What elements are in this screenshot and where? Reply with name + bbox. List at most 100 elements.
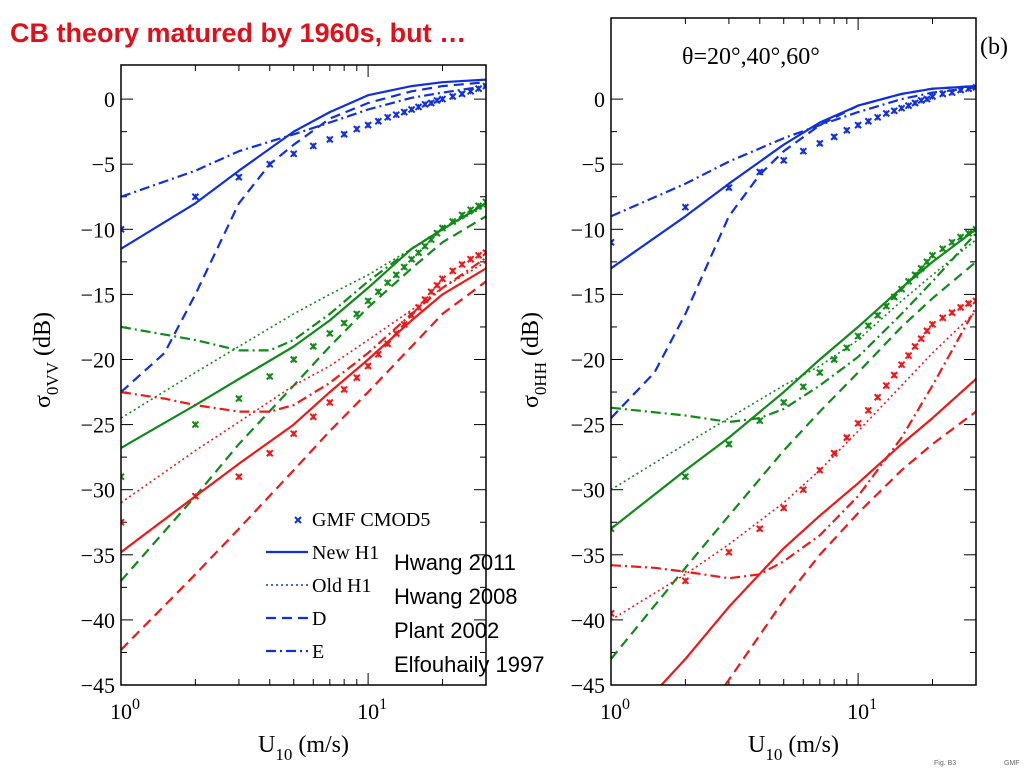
y-tick-label: 0 [594, 87, 605, 112]
data-point [235, 394, 243, 403]
data-point [956, 303, 965, 312]
y-tick-label: −30 [571, 478, 605, 503]
data-point [121, 225, 125, 234]
data-point [407, 255, 416, 263]
data-point [854, 332, 862, 340]
data-point [948, 238, 956, 247]
data-point [449, 217, 457, 226]
annotation-hwang-2011: Hwang 2011 [394, 550, 516, 575]
data-point [956, 233, 965, 241]
data-point [458, 211, 466, 219]
data-point [449, 92, 457, 101]
x-tick-label: 101 [357, 696, 387, 724]
data-point [326, 329, 334, 338]
data-point [928, 251, 937, 260]
data-point [972, 225, 976, 234]
data-point [235, 472, 243, 481]
data-point [191, 193, 200, 201]
data-point [948, 88, 956, 97]
data-point [482, 82, 486, 90]
data-point [830, 133, 838, 141]
data-point [474, 202, 483, 210]
y-tick-label: 0 [104, 87, 115, 112]
data-point [458, 90, 466, 98]
data-point [725, 548, 733, 556]
series-blue-dashed-line [121, 81, 486, 393]
data-point [421, 295, 429, 304]
series-blue-dashdot-line [611, 86, 976, 218]
data-point [427, 236, 435, 244]
y-tick-label: −40 [571, 608, 605, 633]
data-point [400, 263, 408, 271]
data-point [904, 277, 913, 286]
annotation-plant-2002: Plant 2002 [394, 618, 500, 643]
data-point [756, 168, 764, 176]
data-point [400, 320, 408, 329]
data-point [923, 95, 931, 103]
annotation-elfouhaily-1997: Elfouhaily 1997 [394, 652, 545, 677]
y-tick-label: −5 [92, 152, 115, 177]
series-red-dashdot-line [121, 256, 486, 413]
data-point [474, 251, 483, 260]
data-point [890, 293, 898, 301]
data-point [353, 374, 361, 382]
data-point [290, 150, 298, 158]
data-point [972, 297, 976, 305]
y-axis-label: σ0VV (dB) [30, 312, 62, 408]
footer-figure-ref: Fig. B3 [934, 760, 956, 767]
y-tick-label: −30 [81, 478, 115, 503]
data-point [882, 381, 890, 390]
series-green-gmf-markers [611, 225, 976, 533]
series-green-dashdot-line [121, 202, 486, 352]
data-point [427, 99, 435, 107]
data-point [923, 327, 931, 335]
data-point [948, 308, 956, 317]
series-green-gmf-markers [121, 198, 486, 481]
y-tick-label: −15 [81, 282, 115, 307]
data-point [964, 229, 973, 237]
data-point [964, 84, 973, 93]
data-point [364, 362, 372, 370]
series-red-solid-line [121, 267, 486, 554]
series-red-gmf-markers [121, 249, 486, 526]
data-point [873, 113, 882, 122]
data-point [830, 355, 838, 364]
data-point [374, 117, 383, 125]
data-point [438, 275, 447, 283]
data-point [799, 485, 807, 494]
data-point [873, 393, 882, 401]
data-point [374, 350, 383, 358]
series-blue-dashed-line [611, 85, 976, 419]
y-axis-label: σ0HH (dB) [518, 312, 550, 408]
angle-annotation: θ=20°,40°,60° [682, 44, 820, 70]
chart-panel-1: 100 101 0 −5 −10 −15 −20 −25 −30 −35 −40 −45 U10 (m/… [30, 64, 487, 764]
y-tick-label: −10 [571, 217, 605, 242]
data-point [191, 420, 200, 429]
data-point [392, 329, 400, 338]
data-point [816, 368, 824, 377]
data-point [939, 90, 947, 98]
y-tick-label: −20 [81, 348, 115, 373]
data-point [780, 398, 788, 407]
data-point [864, 117, 873, 125]
x-tick-label: 101 [847, 696, 877, 724]
y-tick-label: −35 [81, 543, 115, 568]
data-point [854, 419, 862, 428]
data-point [266, 160, 274, 168]
data-point [466, 255, 475, 263]
data-point [353, 125, 361, 133]
footer-gmf-ref: GMF [1004, 760, 1020, 767]
data-point [799, 383, 807, 391]
data-point [864, 321, 873, 330]
data-point [353, 310, 361, 318]
data-point [340, 319, 348, 327]
series-green-solid-line [611, 228, 976, 530]
data-point [421, 100, 429, 109]
legend-label: E [312, 641, 324, 663]
series-red-solid-line [660, 378, 976, 685]
data-point [911, 271, 919, 279]
legend-label: GMF CMOD5 [312, 509, 430, 531]
data-point [799, 147, 807, 155]
